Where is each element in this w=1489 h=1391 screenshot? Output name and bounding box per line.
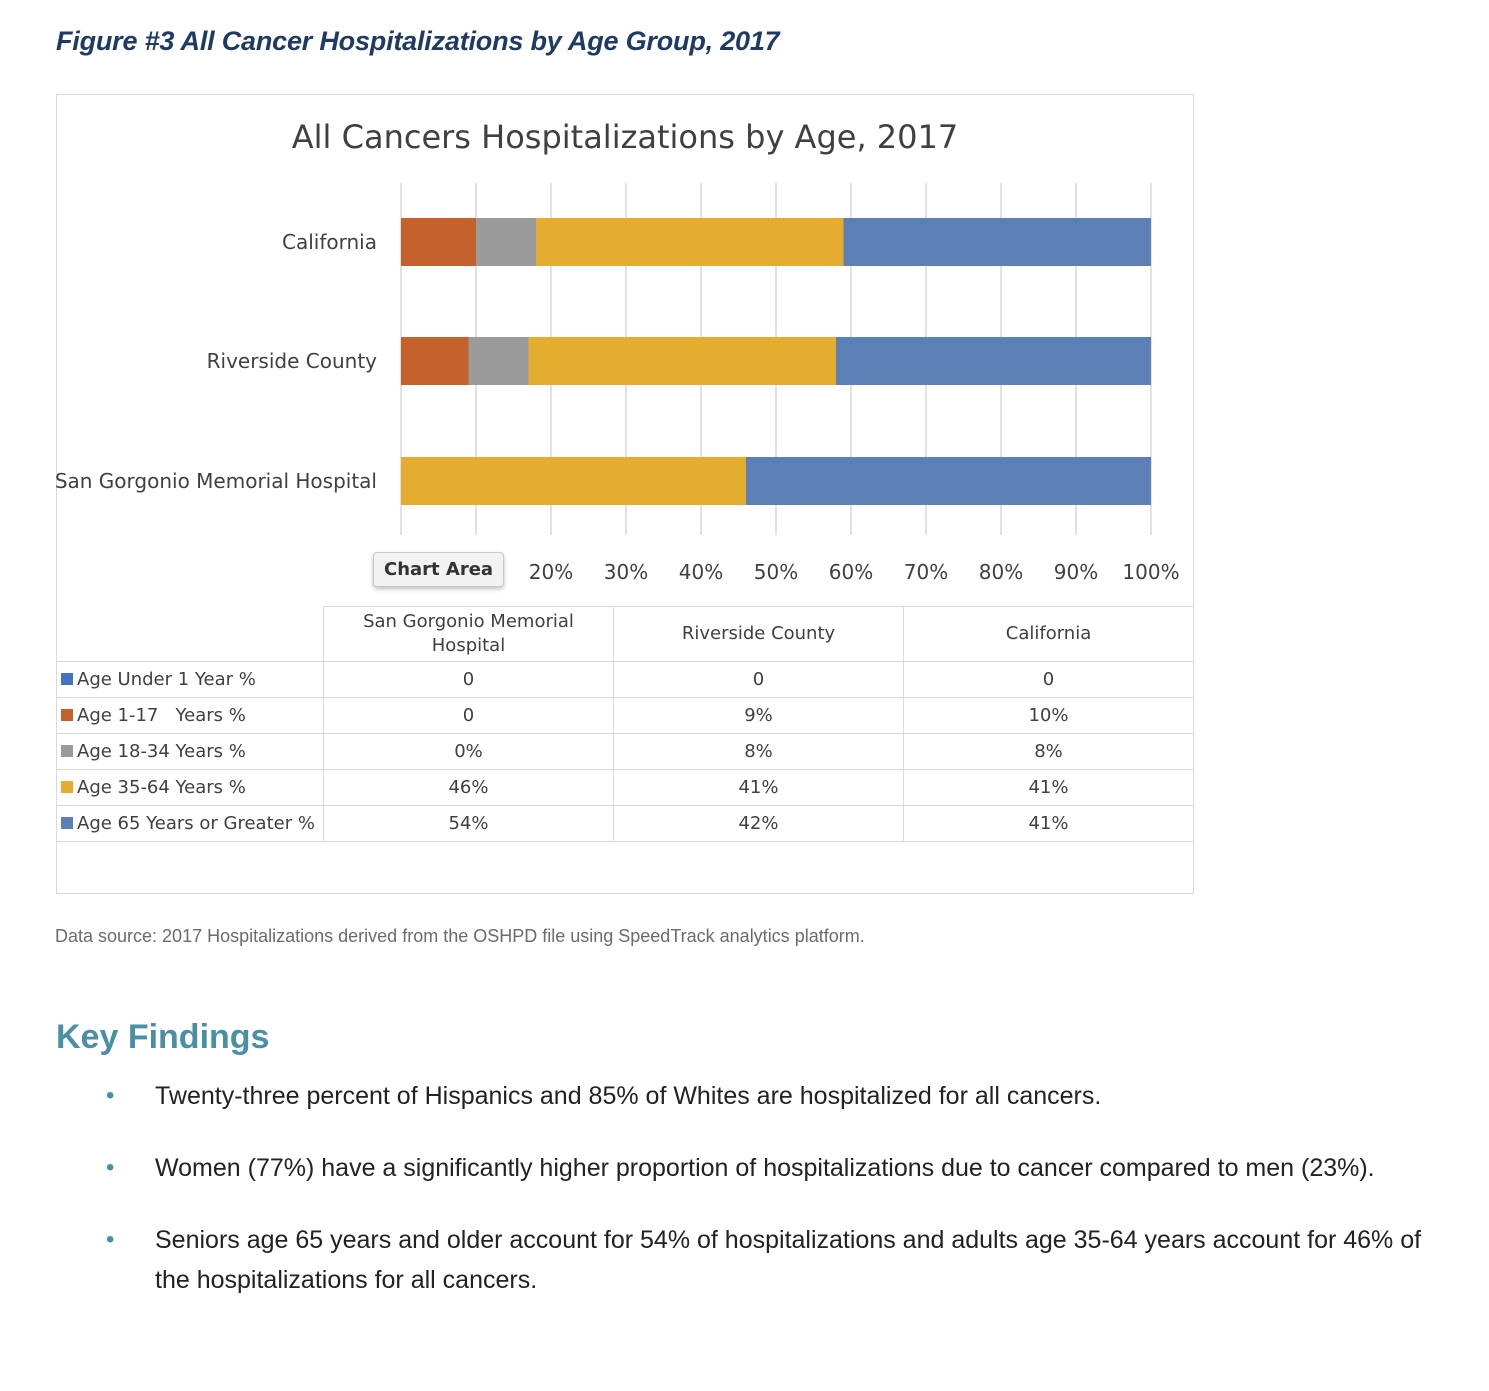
chart-title: All Cancers Hospitalizations by Age, 201… <box>291 118 959 156</box>
table-cell: 54% <box>323 805 614 842</box>
x-tick-label: 70% <box>904 560 948 584</box>
table-row: Age 35-64 Years % 46% 41% 41% <box>57 769 1194 806</box>
legend-swatch <box>61 817 73 829</box>
key-findings-heading: Key Findings <box>56 1018 270 1056</box>
category-label: Riverside County <box>207 349 378 373</box>
table-cell: 0 <box>903 661 1194 698</box>
x-tick-label: 80% <box>979 560 1023 584</box>
list-item: • Seniors age 65 years and older account … <box>100 1220 1440 1300</box>
column-header: Riverside County <box>613 606 904 662</box>
bar-chart: California Riverside County San Gorgonio M… <box>55 183 1180 584</box>
legend-swatch <box>61 745 73 757</box>
row-label-text: Age 35-64 Years % <box>77 777 246 798</box>
table-cell: 0% <box>323 733 614 770</box>
table-cell: 42% <box>613 805 904 842</box>
bar-segment <box>528 337 836 385</box>
list-item: • Twenty-three percent of Hispanics and 8… <box>100 1076 1440 1116</box>
finding-text: Seniors age 65 years and older account f… <box>155 1226 1422 1294</box>
bar-segment <box>468 337 529 385</box>
bullet-icon: • <box>106 1154 115 1181</box>
row-label: Age 18-34 Years % <box>57 733 324 770</box>
finding-text: Twenty-three percent of Hispanics and 85… <box>155 1082 1102 1110</box>
table-cell: 41% <box>613 769 904 806</box>
row-label-text: Age 18-34 Years % <box>77 741 246 762</box>
row-label: Age 35-64 Years % <box>57 769 324 806</box>
table-cell: 41% <box>903 805 1194 842</box>
table-cell: 9% <box>613 697 904 734</box>
x-tick-label: 40% <box>679 560 723 584</box>
bar-segment <box>401 337 469 385</box>
bar-segment <box>836 337 1151 385</box>
bar-segment <box>476 218 536 266</box>
column-header: California <box>903 606 1194 662</box>
bar-segment <box>536 218 844 266</box>
bar-segment <box>843 218 1151 266</box>
bar-segment <box>401 218 476 266</box>
x-tick-label: 90% <box>1054 560 1098 584</box>
table-cell: 41% <box>903 769 1194 806</box>
bullet-icon: • <box>106 1082 115 1109</box>
bar-segment <box>746 457 1151 505</box>
x-tick-label: 100% <box>1122 560 1179 584</box>
x-tick-label: 20% <box>529 560 573 584</box>
legend-swatch <box>61 781 73 793</box>
table-row: Age 18-34 Years % 0% 8% 8% <box>57 733 1194 770</box>
row-label-text: Age 1-17 Years % <box>77 705 246 726</box>
table-cell: 10% <box>903 697 1194 734</box>
table-cell: 8% <box>903 733 1194 770</box>
legend-swatch <box>61 673 73 685</box>
column-header: San Gorgonio Memorial Hospital <box>323 606 614 662</box>
x-tick-label: 30% <box>604 560 648 584</box>
key-findings-list: • Twenty-three percent of Hispanics and 8… <box>100 1076 1440 1332</box>
table-cell: 0 <box>613 661 904 698</box>
source-note: Data source: 2017 Hospitalizations deriv… <box>55 926 865 946</box>
figure-caption: Figure #3 All Cancer Hospitalizations by… <box>56 26 780 56</box>
row-label: Age 65 Years or Greater % <box>57 805 324 842</box>
table-cell: 0 <box>323 697 614 734</box>
row-label: Age 1-17 Years % <box>57 697 324 734</box>
table-corner <box>57 606 324 662</box>
row-label-text: Age Under 1 Year % <box>77 669 256 690</box>
bar-segment <box>401 457 746 505</box>
table-header-row: San Gorgonio Memorial Hospital Riverside… <box>57 606 1194 662</box>
table-cell: 8% <box>613 733 904 770</box>
category-label: San Gorgonio Memorial Hospital <box>55 469 377 493</box>
data-table: San Gorgonio Memorial Hospital Riverside… <box>57 606 1194 842</box>
list-item: • Women (77%) have a significantly higher… <box>100 1148 1440 1188</box>
category-label: California <box>282 230 377 254</box>
legend-swatch <box>61 709 73 721</box>
chart-area-tooltip: Chart Area <box>373 552 505 587</box>
row-label: Age Under 1 Year % <box>57 661 324 698</box>
x-tick-label: 60% <box>829 560 873 584</box>
x-tick-label: 50% <box>754 560 798 584</box>
table-cell: 46% <box>323 769 614 806</box>
row-label-text: Age 65 Years or Greater % <box>77 813 315 834</box>
table-cell: 0 <box>323 661 614 698</box>
table-row: Age 1-17 Years % 0 9% 10% <box>57 697 1194 734</box>
table-row: Age Under 1 Year % 0 0 0 <box>57 661 1194 698</box>
finding-text: Women (77%) have a significantly higher … <box>155 1154 1375 1182</box>
table-row: Age 65 Years or Greater % 54% 42% 41% <box>57 805 1194 842</box>
bullet-icon: • <box>106 1226 115 1253</box>
